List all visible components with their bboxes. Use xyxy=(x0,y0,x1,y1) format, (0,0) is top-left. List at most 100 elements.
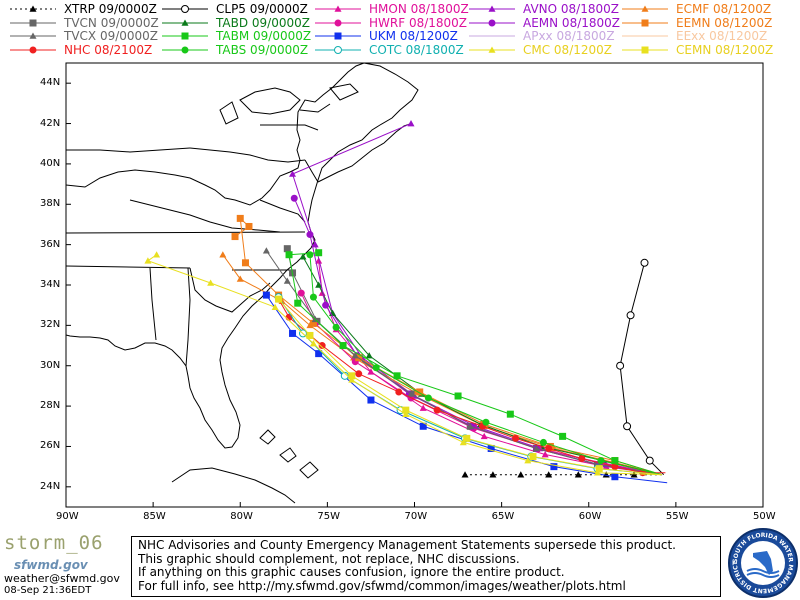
track-point-marker xyxy=(289,329,297,337)
district-seal-icon: SOUTH FLORIDA WATER MANAGEMENT DISTRICT xyxy=(728,528,798,598)
lat-label: 32N xyxy=(40,319,61,331)
lat-label: 42N xyxy=(40,117,61,129)
track-cemn xyxy=(275,295,662,476)
track-point-marker xyxy=(311,241,319,248)
legend-label: CLP5 09/0000Z xyxy=(216,2,308,16)
track-point-marker xyxy=(641,46,649,53)
legend-label: CMC 08/1200Z xyxy=(523,42,612,57)
track-point-marker xyxy=(506,410,514,418)
track-point-marker xyxy=(372,364,380,372)
track-point-marker xyxy=(283,277,291,284)
track-point-marker xyxy=(271,303,279,310)
track-point-marker xyxy=(29,19,37,26)
lon-label: 65W xyxy=(491,511,515,522)
track-point-marker xyxy=(616,361,625,370)
disclaimer-line: This graphic should complement, not repl… xyxy=(138,551,520,566)
track-point-marker xyxy=(299,253,307,260)
lat-label: 28N xyxy=(40,400,61,412)
track-point-marker xyxy=(416,388,424,396)
track-point-marker xyxy=(488,46,496,53)
model-legend: XTRP 09/0000Z CLP5 09/0000Z HMON 08/1800Z A… xyxy=(0,0,800,57)
track-point-marker xyxy=(611,473,619,481)
track-line xyxy=(318,260,663,476)
legend-swatch xyxy=(469,19,515,26)
track-point-marker xyxy=(332,323,340,331)
contact-email[interactable]: weather@sfwmd.gov xyxy=(4,572,120,585)
track-point-marker xyxy=(283,245,291,253)
legend-label: COTC 08/1800Z xyxy=(369,42,464,57)
disclaimer-box: NHC Advisories and County Emergency Mana… xyxy=(131,536,721,597)
grid-ticks xyxy=(65,82,764,507)
track-point-marker xyxy=(488,5,496,12)
legend-label: HWRF 08/1800Z xyxy=(369,15,468,30)
lat-label: 44N xyxy=(40,77,61,89)
track-point-marker xyxy=(424,394,432,402)
track-point-marker xyxy=(334,5,342,12)
track-point-marker xyxy=(290,194,298,202)
legend-label: AVNO 08/1800Z xyxy=(523,2,619,16)
track-line xyxy=(146,254,662,476)
track-point-marker xyxy=(207,279,215,286)
lon-label: 80W xyxy=(230,511,253,522)
track-point-marker xyxy=(419,422,427,430)
track-point-marker xyxy=(480,432,488,440)
legend-label: CEMN 08/1200Z xyxy=(676,42,774,57)
track-point-marker xyxy=(351,352,359,359)
track-point-marker xyxy=(306,331,314,339)
track-line xyxy=(302,256,663,476)
legend-swatch xyxy=(469,5,515,12)
track-point-marker xyxy=(367,396,375,404)
track-point-marker xyxy=(512,434,520,442)
legend-swatch xyxy=(10,19,56,26)
legend-swatch xyxy=(10,46,56,53)
track-point-marker xyxy=(611,457,619,465)
track-point-marker xyxy=(489,471,497,478)
track-point-marker xyxy=(339,342,347,350)
lat-label: 40N xyxy=(40,157,61,169)
map-frame xyxy=(65,62,764,508)
track-point-marker xyxy=(297,289,305,297)
legend-swatch xyxy=(10,32,56,39)
lat-label: 26N xyxy=(40,440,61,452)
track-point-marker xyxy=(365,352,373,359)
legend-swatch xyxy=(162,19,208,26)
lon-label: 50W xyxy=(753,511,776,522)
track-point-marker xyxy=(626,311,635,320)
track-point-marker xyxy=(245,222,253,230)
track-line xyxy=(288,252,663,476)
track-point-marker xyxy=(488,19,496,26)
track-point-marker xyxy=(393,372,401,380)
legend-label: TABD 09/0000Z xyxy=(216,15,310,30)
legend-label: XTRP 09/0000Z xyxy=(64,2,157,16)
disclaimer-line: NHC Advisories and County Emergency Mana… xyxy=(138,538,676,552)
track-point-marker xyxy=(231,233,239,241)
track-point-marker xyxy=(419,404,427,411)
storm-name: storm_06 xyxy=(4,532,104,554)
track-point-marker xyxy=(306,231,314,239)
track-point-marker xyxy=(181,32,189,40)
track-point-marker xyxy=(559,432,567,440)
track-point-marker xyxy=(309,340,317,347)
track-cmc xyxy=(144,251,662,476)
track-point-marker xyxy=(181,5,189,13)
track-point-marker xyxy=(466,422,474,430)
legend-label: AEMN 08/1800Z xyxy=(523,15,621,30)
forecast-tracks xyxy=(144,120,668,484)
track-point-marker xyxy=(532,444,540,452)
track-point-marker xyxy=(602,471,610,478)
track-point-marker xyxy=(285,251,293,259)
track-point-marker xyxy=(541,451,549,458)
track-clp5 xyxy=(616,258,665,476)
track-point-marker xyxy=(593,469,601,476)
track-point-marker xyxy=(539,438,547,446)
track-point-marker xyxy=(545,444,553,452)
track-point-marker xyxy=(29,32,37,39)
track-point-marker xyxy=(641,5,649,12)
track-point-marker xyxy=(153,251,161,258)
disclaimer-line: If anything on this graphic causes confu… xyxy=(138,565,565,579)
lat-label: 36N xyxy=(40,238,61,250)
legend-swatch xyxy=(162,5,208,13)
legend-swatch xyxy=(622,46,668,53)
track-point-marker xyxy=(487,444,495,452)
